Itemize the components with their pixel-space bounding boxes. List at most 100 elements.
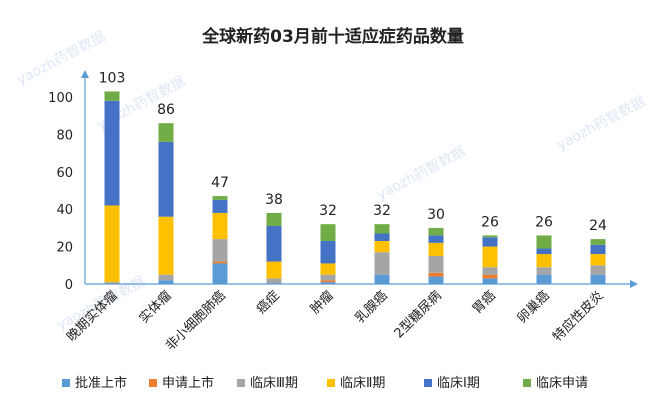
bar-segment: [428, 272, 444, 277]
bar-segment: [212, 212, 228, 240]
legend-label: 临床申请: [536, 376, 588, 391]
watermark-text: yaozh药智数据: [14, 29, 108, 89]
x-category-label: 特应性皮炎: [550, 288, 607, 345]
bar-segment: [536, 248, 552, 255]
bar-segment: [320, 280, 336, 283]
bar-segment: [482, 235, 498, 238]
legend-swatch: [424, 379, 432, 387]
bar-segment: [482, 278, 498, 284]
x-category-label: 实体瘤: [136, 288, 175, 327]
x-category-label: 2型糖尿病: [391, 288, 445, 342]
bar-segment: [320, 263, 336, 275]
bar-segment: [482, 274, 498, 279]
bar-segment: [536, 274, 552, 284]
bar-segment: [320, 274, 336, 281]
bar-segment: [266, 226, 282, 262]
legend-swatch: [327, 379, 335, 387]
bar-segment: [482, 237, 498, 247]
bar-segment: [158, 123, 174, 142]
bar-segment: [374, 252, 390, 275]
legend-swatch: [62, 379, 70, 387]
bar-segment: [428, 242, 444, 256]
bar-total-label: 103: [99, 70, 126, 86]
bar-segment: [590, 265, 606, 275]
bar-segment: [104, 91, 120, 101]
bar-segment: [590, 274, 606, 284]
bar-segment: [266, 212, 282, 227]
bar-segment: [320, 282, 336, 284]
bar-segment: [266, 278, 282, 284]
bar-segment: [320, 224, 336, 241]
axes-group: [81, 70, 638, 288]
y-tick-label: 80: [56, 128, 73, 143]
bar-total-label: 47: [211, 175, 229, 191]
x-category-label: 肿瘤: [307, 288, 337, 318]
bar-segment: [374, 274, 390, 284]
legend: 批准上市 申请上市 临床Ⅲ期 临床Ⅱ期 临床Ⅰ期 临床申请: [62, 375, 588, 391]
bar-segment: [428, 235, 444, 243]
x-category-label: 卵巢癌: [514, 288, 553, 327]
legend-label: 临床Ⅲ期: [250, 376, 298, 391]
x-axis-arrow: [630, 280, 638, 288]
bar-total-label: 26: [535, 214, 553, 230]
x-category-label: 乳腺癌: [352, 288, 391, 327]
bar-segment: [212, 199, 228, 213]
bar-total-label: 30: [427, 207, 445, 223]
y-axis-arrow: [81, 70, 89, 78]
bar-segment: [104, 282, 120, 284]
bar-segment: [158, 274, 174, 281]
bar-total-label: 26: [481, 214, 499, 230]
legend-swatch: [237, 379, 245, 387]
legend-swatch: [523, 379, 531, 387]
bar-segment: [590, 244, 606, 255]
legend-label: 临床Ⅱ期: [340, 376, 385, 391]
x-category-label: 胃癌: [469, 288, 499, 318]
total-labels: 103 86 47 38 32 32 30 26 26 24: [99, 70, 607, 234]
bar-segment: [536, 235, 552, 249]
bar-total-label: 32: [373, 203, 391, 219]
y-tick-label: 0: [65, 278, 73, 293]
bar-segment: [158, 280, 174, 284]
chart-title: 全球新药03月前十适应症药品数量: [201, 26, 464, 47]
watermark-text: yaozh药智数据: [554, 94, 648, 154]
y-tick-label: 60: [56, 166, 73, 181]
bar-segment: [590, 254, 606, 266]
bar-total-label: 38: [265, 192, 283, 208]
bar-segment: [374, 233, 390, 241]
bar-segment: [428, 255, 444, 273]
bars-group: [104, 91, 606, 284]
bar-segment: [212, 261, 228, 264]
bar-segment: [266, 261, 282, 279]
bar-segment: [212, 263, 228, 284]
bar-segment: [320, 240, 336, 264]
x-category-label: 癌症: [253, 288, 283, 318]
bar-total-label: 86: [157, 102, 175, 118]
y-tick-label: 40: [56, 203, 73, 218]
bar-segment: [158, 141, 174, 217]
bar-segment: [482, 246, 498, 268]
bar-segment: [374, 224, 390, 234]
bar-segment: [536, 254, 552, 268]
y-axis-ticks: 0 20 40 60 80 100: [48, 91, 73, 293]
bar-segment: [212, 239, 228, 262]
y-tick-label: 20: [56, 241, 73, 256]
bar-segment: [374, 240, 390, 253]
legend-label: 批准上市: [75, 375, 127, 391]
bar-segment: [104, 100, 120, 206]
bar-segment: [590, 239, 606, 245]
bar-segment: [212, 196, 228, 200]
bar-segment: [104, 205, 120, 283]
y-tick-label: 100: [48, 91, 73, 106]
legend-label: 申请上市: [162, 375, 214, 391]
bar-segment: [536, 267, 552, 275]
legend-label: 临床Ⅰ期: [437, 376, 480, 391]
bar-segment: [428, 276, 444, 284]
legend-swatch: [149, 379, 157, 387]
bar-segment: [158, 216, 174, 275]
bar-total-label: 24: [589, 218, 607, 234]
watermark-text: yaozh药智数据: [374, 144, 468, 204]
bar-total-label: 32: [319, 203, 337, 219]
